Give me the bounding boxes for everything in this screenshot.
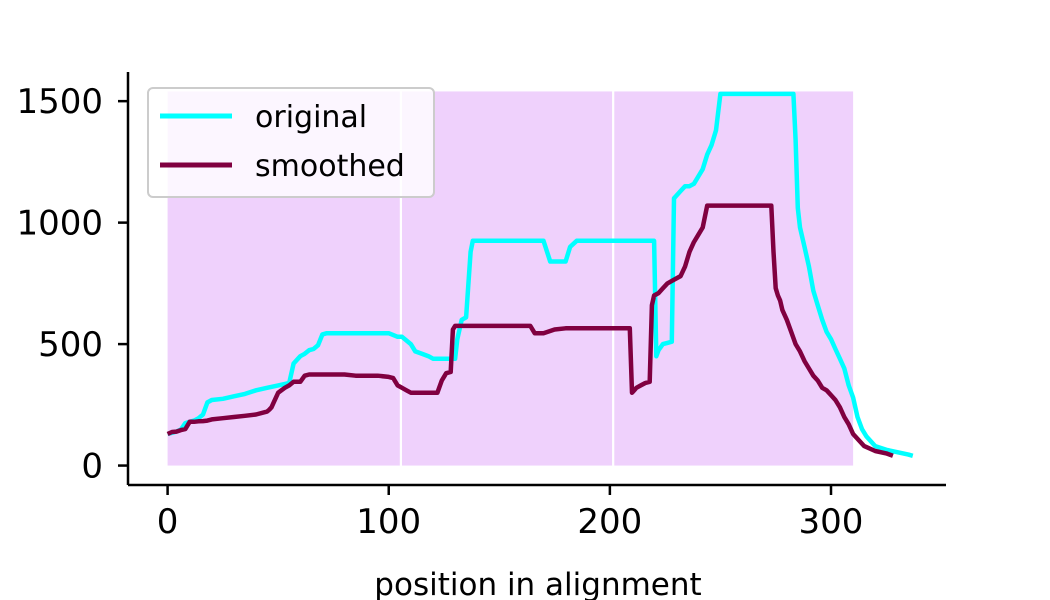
shaded-region-2: [402, 91, 613, 466]
x-axis-ticks: 0 100 200 300: [157, 485, 864, 542]
legend-label-smoothed: smoothed: [255, 149, 405, 184]
y-tick-label: 1000: [16, 204, 103, 244]
legend: original smoothed: [147, 87, 435, 198]
series-lines: [166, 91, 914, 458]
x-tick-label: 200: [577, 502, 642, 542]
x-tick-label: 300: [799, 502, 864, 542]
x-tick-label: 100: [356, 502, 421, 542]
legend-label-original: original: [255, 100, 367, 135]
series-line-original: [167, 91, 914, 458]
series-line-smoothed: [166, 203, 894, 458]
y-tick-label: 0: [81, 447, 103, 487]
shaded-region-3: [614, 91, 854, 466]
x-axis-label: position in alignment: [374, 567, 701, 600]
y-tick-label: 500: [38, 325, 103, 365]
y-axis-ticks: 0 500 1000 1500: [16, 82, 128, 487]
x-tick-label: 0: [157, 502, 179, 542]
y-tick-label: 1500: [16, 82, 103, 122]
